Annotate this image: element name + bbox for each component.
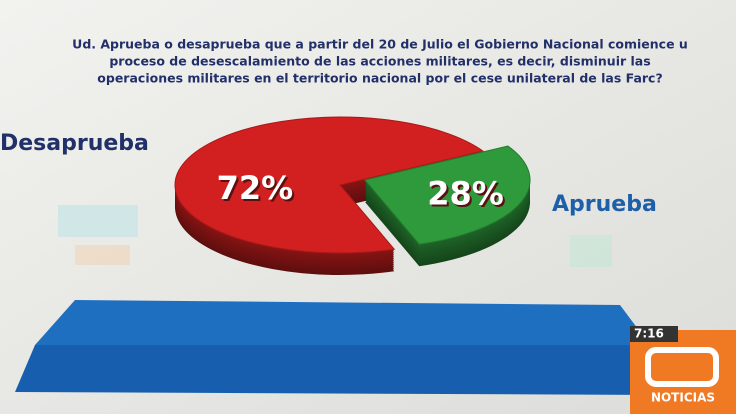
decor <box>570 235 612 267</box>
clock: 7:16 <box>634 327 664 341</box>
slice <box>364 145 531 267</box>
logo-glyph <box>645 347 719 387</box>
title-line: proceso de desescalamiento de las accion… <box>109 54 650 69</box>
value-label-shadow: 72% <box>219 171 296 209</box>
decor <box>58 205 138 237</box>
title-line: operaciones militares en el territorio n… <box>97 71 662 86</box>
slice-top <box>174 116 485 254</box>
legend-label: Desaprueba <box>0 131 149 156</box>
blue-slab <box>35 300 650 345</box>
pie: 72%72% 28%28% <box>174 116 531 275</box>
title-line: Ud. Aprueba o desaprueba que a partir de… <box>72 37 688 52</box>
value-label: 28% <box>427 174 504 212</box>
clock-box <box>630 326 678 342</box>
logo-text: NOTICIAS <box>651 391 715 405</box>
decor <box>75 245 130 265</box>
slice-top <box>364 145 531 245</box>
value-label: 72% <box>217 169 294 207</box>
blue-slab <box>15 345 665 395</box>
value-label-shadow: 28% <box>429 176 506 214</box>
legend-label: Aprueba <box>552 192 657 217</box>
